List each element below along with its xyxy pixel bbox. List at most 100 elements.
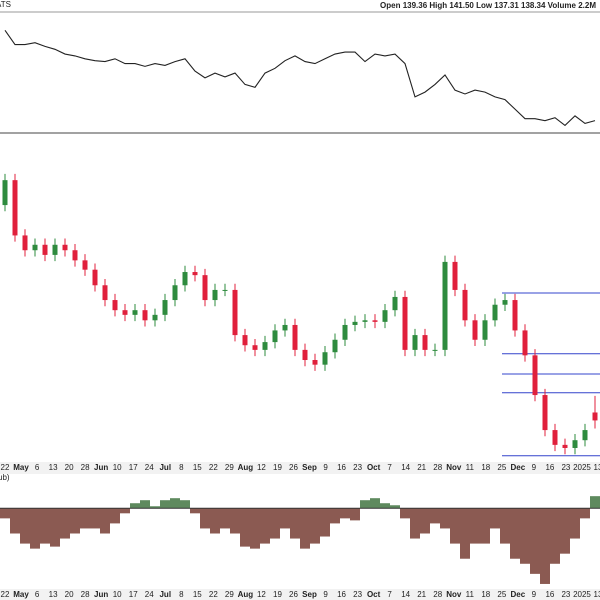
candle-body: [432, 349, 438, 351]
candle-body: [332, 339, 338, 353]
x-tick-label: 14: [401, 590, 410, 599]
candle-body: [252, 345, 258, 350]
x-tick-label: 10: [113, 590, 122, 599]
osc-bar: [590, 496, 600, 509]
candle-body: [202, 275, 208, 301]
candle-body: [482, 320, 488, 340]
osc-bar: [430, 508, 440, 524]
osc-bar: [580, 508, 590, 519]
x-tick-label: 23: [561, 463, 570, 472]
osc-bar: [170, 498, 180, 509]
osc-bar: [60, 508, 70, 539]
x-tick-label: 20: [65, 590, 74, 599]
osc-bar: [140, 500, 150, 509]
x-tick-label: 18: [481, 463, 490, 472]
candle-body: [352, 321, 358, 325]
x-tick-label: 26: [289, 463, 298, 472]
candle-body: [192, 272, 198, 276]
candle-body: [552, 430, 558, 445]
x-tick-label: Nov: [446, 463, 462, 472]
candle-body: [542, 395, 548, 431]
candle-body: [142, 310, 148, 321]
candle-body: [402, 296, 408, 350]
osc-bar: [390, 505, 400, 509]
candle-body: [32, 244, 38, 251]
candle-body: [562, 444, 568, 448]
x-tick-label: 8: [179, 590, 184, 599]
x-tick-label: 12: [257, 590, 266, 599]
symbol: ATS: [0, 0, 11, 9]
candle-body: [82, 260, 88, 270]
candle-body: [502, 300, 508, 305]
x-tick-label: 28: [81, 590, 90, 599]
osc-bar: [190, 508, 200, 514]
osc-bar: [120, 508, 130, 514]
candle-body: [422, 335, 428, 350]
x-tick-label: 14: [401, 463, 410, 472]
x-tick-label: 13: [594, 463, 600, 472]
candle-body: [112, 300, 118, 311]
osc-bar: [400, 508, 410, 519]
candle-body: [342, 324, 348, 340]
x-tick-label: Jun: [94, 463, 108, 472]
x-tick-label: Jun: [94, 590, 108, 599]
candle-body: [242, 335, 248, 346]
osc-bar: [90, 508, 100, 529]
candle-body: [572, 440, 578, 448]
osc-bar: [110, 508, 120, 524]
x-tick-label: 9: [532, 463, 537, 472]
x-tick-label: 13: [49, 463, 58, 472]
osc-bar: [350, 508, 360, 521]
x-tick-label: May: [13, 590, 29, 599]
osc-bar: [160, 500, 170, 509]
candle-body: [172, 285, 178, 301]
osc-bar: [540, 508, 550, 584]
candle-body: [592, 412, 598, 421]
x-tick-label: 25: [497, 463, 506, 472]
candle-body: [532, 355, 538, 396]
x-tick-label: 17: [129, 463, 138, 472]
candle-body: [322, 352, 328, 365]
x-tick-label: 6: [35, 590, 40, 599]
osc-bar: [320, 508, 330, 537]
candle-body: [162, 300, 168, 315]
x-tick-label: 23: [561, 590, 570, 599]
x-tick-label: 15: [193, 590, 202, 599]
candle-body: [42, 244, 48, 255]
osc-bar: [30, 508, 40, 549]
x-tick-label: Jul: [159, 590, 171, 599]
candle-body: [312, 360, 318, 365]
osc-bar: [70, 508, 80, 534]
candle-body: [412, 335, 418, 350]
osc-bar: [180, 500, 190, 509]
candle-body: [212, 289, 218, 301]
x-tick-label: 26: [289, 590, 298, 599]
osc-bar: [220, 508, 230, 529]
x-tick-label: 20: [65, 463, 74, 472]
x-tick-label: 17: [129, 590, 138, 599]
candle-body: [152, 314, 158, 321]
candle-body: [512, 300, 518, 331]
osc-bar: [200, 508, 210, 529]
candle-body: [262, 342, 268, 350]
osc-bar: [40, 508, 50, 544]
x-tick-label: 21: [417, 590, 426, 599]
candle-body: [282, 324, 288, 331]
osc-bar: [570, 508, 580, 539]
candle-body: [362, 320, 368, 322]
candle-body: [22, 235, 28, 251]
x-tick-label: 10: [113, 463, 122, 472]
x-tick-label: 25: [497, 590, 506, 599]
candle-body: [102, 285, 108, 301]
x-tick-label: 9: [532, 590, 537, 599]
candle-body: [472, 320, 478, 340]
candle-body: [12, 180, 18, 236]
x-tick-label: Aug: [238, 590, 254, 599]
osc-bar: [50, 508, 60, 547]
quote: Open 139.36 High 141.50 Low 137.31 138.3…: [380, 1, 596, 10]
candle-body: [462, 289, 468, 321]
x-tick-label: Aug: [238, 463, 254, 472]
x-tick-label: 16: [545, 590, 554, 599]
osc-bar: [460, 508, 470, 559]
